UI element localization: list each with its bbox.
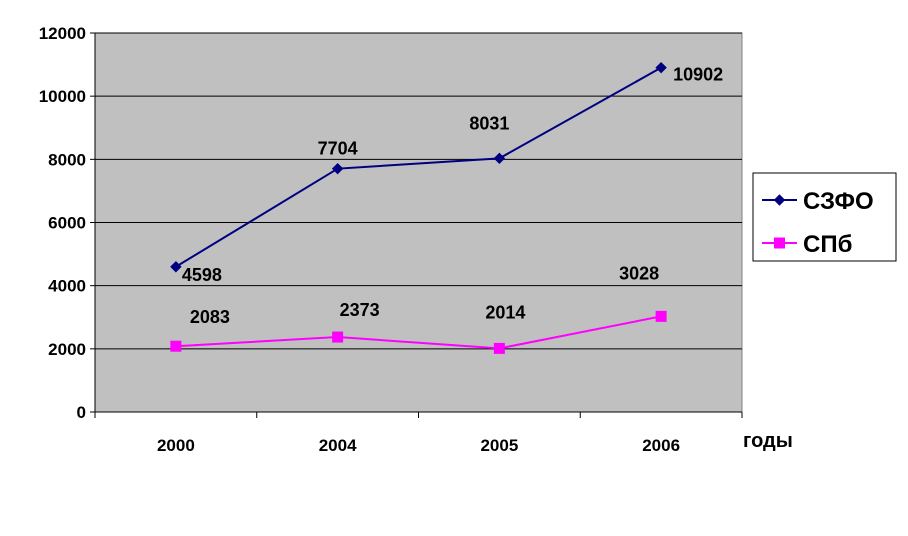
x-tick-label: 2005 bbox=[480, 436, 518, 455]
y-tick-label: 4000 bbox=[48, 277, 86, 296]
data-label: 8031 bbox=[469, 113, 509, 133]
legend-label: СЗФО bbox=[803, 188, 874, 215]
data-point bbox=[170, 340, 182, 352]
data-point bbox=[655, 310, 667, 322]
data-label: 10902 bbox=[673, 65, 723, 85]
data-point bbox=[655, 61, 667, 74]
legend-label: СПб bbox=[803, 231, 852, 258]
y-tick-labels: 0 2000 4000 6000 8000 10000 12000 bbox=[39, 24, 86, 422]
series-line-1 bbox=[175, 315, 662, 350]
y-tick-label: 10000 bbox=[39, 87, 86, 106]
data-label: 3028 bbox=[619, 263, 659, 283]
data-label: 7704 bbox=[318, 139, 358, 159]
x-axis bbox=[94, 411, 743, 418]
x-tick-label: 2000 bbox=[157, 436, 195, 455]
data-label: 2083 bbox=[190, 307, 230, 327]
data-label: 2014 bbox=[485, 302, 525, 322]
data-point bbox=[493, 152, 506, 165]
data-labels: 4598 7704 8031 10902 2083 2373 2014 3028 bbox=[182, 65, 723, 328]
data-point bbox=[170, 261, 182, 273]
data-point bbox=[493, 342, 505, 354]
data-point bbox=[332, 331, 344, 343]
y-axis bbox=[90, 32, 96, 413]
y-tick-label: 2000 bbox=[48, 340, 86, 359]
x-tick-labels: 2000 2004 2005 2006 bbox=[157, 436, 680, 455]
data-label: 2373 bbox=[340, 300, 380, 320]
y-tick-label: 6000 bbox=[48, 214, 86, 233]
y-tick-label: 8000 bbox=[48, 150, 86, 169]
x-tick-label: 2004 bbox=[319, 436, 357, 455]
y-tick-label: 12000 bbox=[39, 24, 86, 43]
data-label: 4598 bbox=[182, 265, 222, 285]
data-point bbox=[331, 162, 344, 175]
legend-marker bbox=[774, 237, 785, 249]
legend-marker bbox=[773, 194, 786, 206]
series-line-0 bbox=[175, 66, 662, 268]
y-tick-label: 0 bbox=[77, 403, 86, 422]
gridlines bbox=[95, 32, 742, 350]
x-tick-label: 2006 bbox=[642, 436, 680, 455]
legend: СЗФО СПб bbox=[752, 172, 897, 262]
x-axis-title: годы bbox=[743, 430, 793, 452]
series-layer bbox=[170, 61, 667, 354]
